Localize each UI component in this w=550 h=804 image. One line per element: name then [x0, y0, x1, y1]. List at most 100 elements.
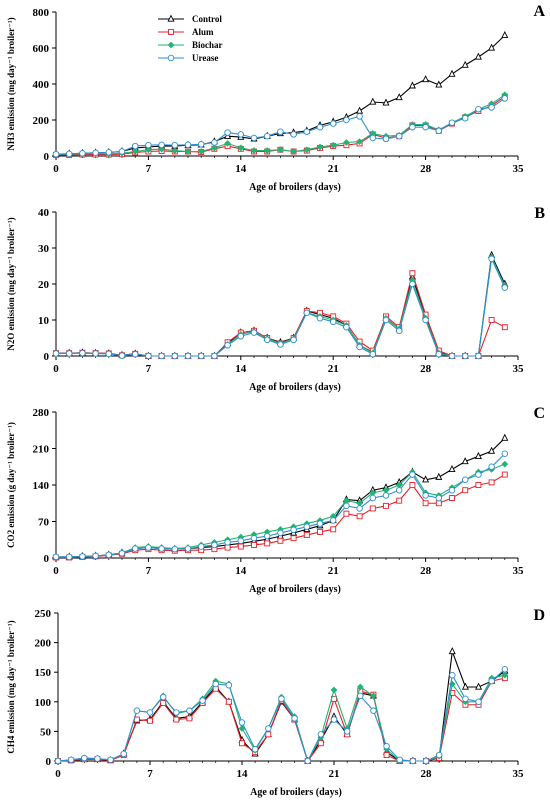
data-point — [356, 106, 364, 114]
y-tick-label: 150 — [35, 667, 52, 679]
data-point — [396, 756, 403, 764]
data-point — [356, 505, 363, 512]
y-tick-label: 100 — [35, 697, 52, 709]
data-point — [435, 80, 443, 88]
data-point — [409, 270, 416, 277]
data-point — [383, 752, 390, 759]
chart-panel-a: 0 200 400 600 800 0 7 14 21 28 35 Age of broilers (… — [6, 3, 545, 193]
data-point — [250, 534, 258, 542]
data-point — [343, 502, 350, 510]
data-point — [488, 479, 495, 486]
series-line — [55, 96, 506, 156]
data-point — [449, 671, 456, 679]
data-point — [291, 715, 298, 722]
data-point — [357, 692, 364, 700]
data-point — [316, 520, 324, 527]
data-point — [356, 513, 363, 520]
data-point — [369, 97, 377, 105]
series-urease — [54, 665, 509, 765]
data-point — [488, 104, 495, 111]
data-point — [92, 350, 99, 357]
x-tick-label: 7 — [146, 163, 152, 175]
data-point — [448, 486, 456, 494]
data-point — [501, 460, 509, 468]
y-axis-label: CO2 emission (g day⁻¹ broiler⁻¹) — [6, 422, 16, 548]
data-point — [382, 135, 390, 143]
data-point — [475, 698, 482, 706]
data-point — [145, 141, 152, 149]
data-point — [382, 98, 390, 106]
x-tick-label: 7 — [147, 768, 153, 780]
data-point — [329, 517, 337, 524]
data-point — [461, 352, 469, 360]
data-point — [290, 131, 297, 138]
data-point — [409, 471, 416, 478]
series-line — [57, 651, 506, 763]
data-point — [343, 510, 350, 517]
data-point — [158, 545, 165, 552]
series-control — [52, 30, 509, 157]
data-point — [435, 751, 443, 759]
series-control — [54, 647, 509, 764]
data-point — [501, 95, 509, 102]
data-point — [224, 140, 231, 147]
data-point — [303, 309, 311, 317]
data-point — [224, 341, 231, 349]
x-axis-label: Age of broilers (days) — [249, 182, 341, 193]
data-point — [131, 350, 139, 358]
x-tick-label: 0 — [55, 768, 61, 780]
data-point — [197, 543, 205, 550]
series-line — [56, 474, 506, 559]
data-point — [265, 731, 272, 738]
data-point — [303, 146, 311, 154]
data-point — [120, 750, 127, 758]
data-point — [237, 332, 245, 340]
data-point — [290, 526, 297, 534]
data-point — [474, 451, 482, 459]
data-point — [250, 329, 258, 336]
legend-label: Biochar — [192, 40, 223, 50]
data-point — [369, 505, 376, 512]
data-point — [435, 350, 443, 358]
data-point — [239, 740, 245, 747]
data-point — [290, 336, 297, 344]
data-point — [107, 756, 114, 764]
data-point — [186, 715, 193, 722]
data-point — [488, 255, 495, 263]
x-tick-label: 21 — [328, 163, 339, 175]
data-point — [448, 464, 456, 473]
data-point — [146, 709, 154, 716]
data-point — [131, 545, 139, 552]
y-tick-label: 20 — [38, 279, 50, 291]
data-point — [408, 81, 416, 89]
data-point — [382, 492, 390, 499]
x-tick-label: 0 — [53, 163, 59, 175]
data-point — [92, 149, 99, 157]
data-point — [65, 150, 73, 158]
data-point — [304, 757, 311, 765]
data-point — [65, 350, 73, 357]
x-tick-label: 0 — [53, 565, 59, 577]
data-point — [448, 69, 456, 77]
chart-panel-c: 0 70 140 210 280 0 7 14 21 28 35 Age of broilers (d… — [6, 405, 545, 595]
data-point — [238, 719, 246, 726]
data-point — [224, 539, 231, 546]
x-tick-label: 28 — [420, 565, 432, 577]
data-point — [263, 532, 271, 540]
data-point — [79, 150, 86, 157]
data-point — [448, 352, 456, 360]
x-tick-label: 14 — [235, 363, 247, 375]
data-point — [395, 93, 403, 101]
data-point — [65, 553, 73, 561]
x-tick-label: 28 — [421, 768, 433, 780]
data-point — [145, 146, 152, 154]
data-point — [184, 352, 192, 360]
x-tick-label: 21 — [328, 363, 339, 375]
legend-marker — [167, 14, 175, 22]
data-point — [171, 147, 179, 154]
data-point — [197, 352, 205, 360]
data-point — [92, 552, 99, 560]
data-point — [184, 141, 192, 149]
data-point — [448, 647, 456, 655]
data-point — [263, 336, 271, 344]
